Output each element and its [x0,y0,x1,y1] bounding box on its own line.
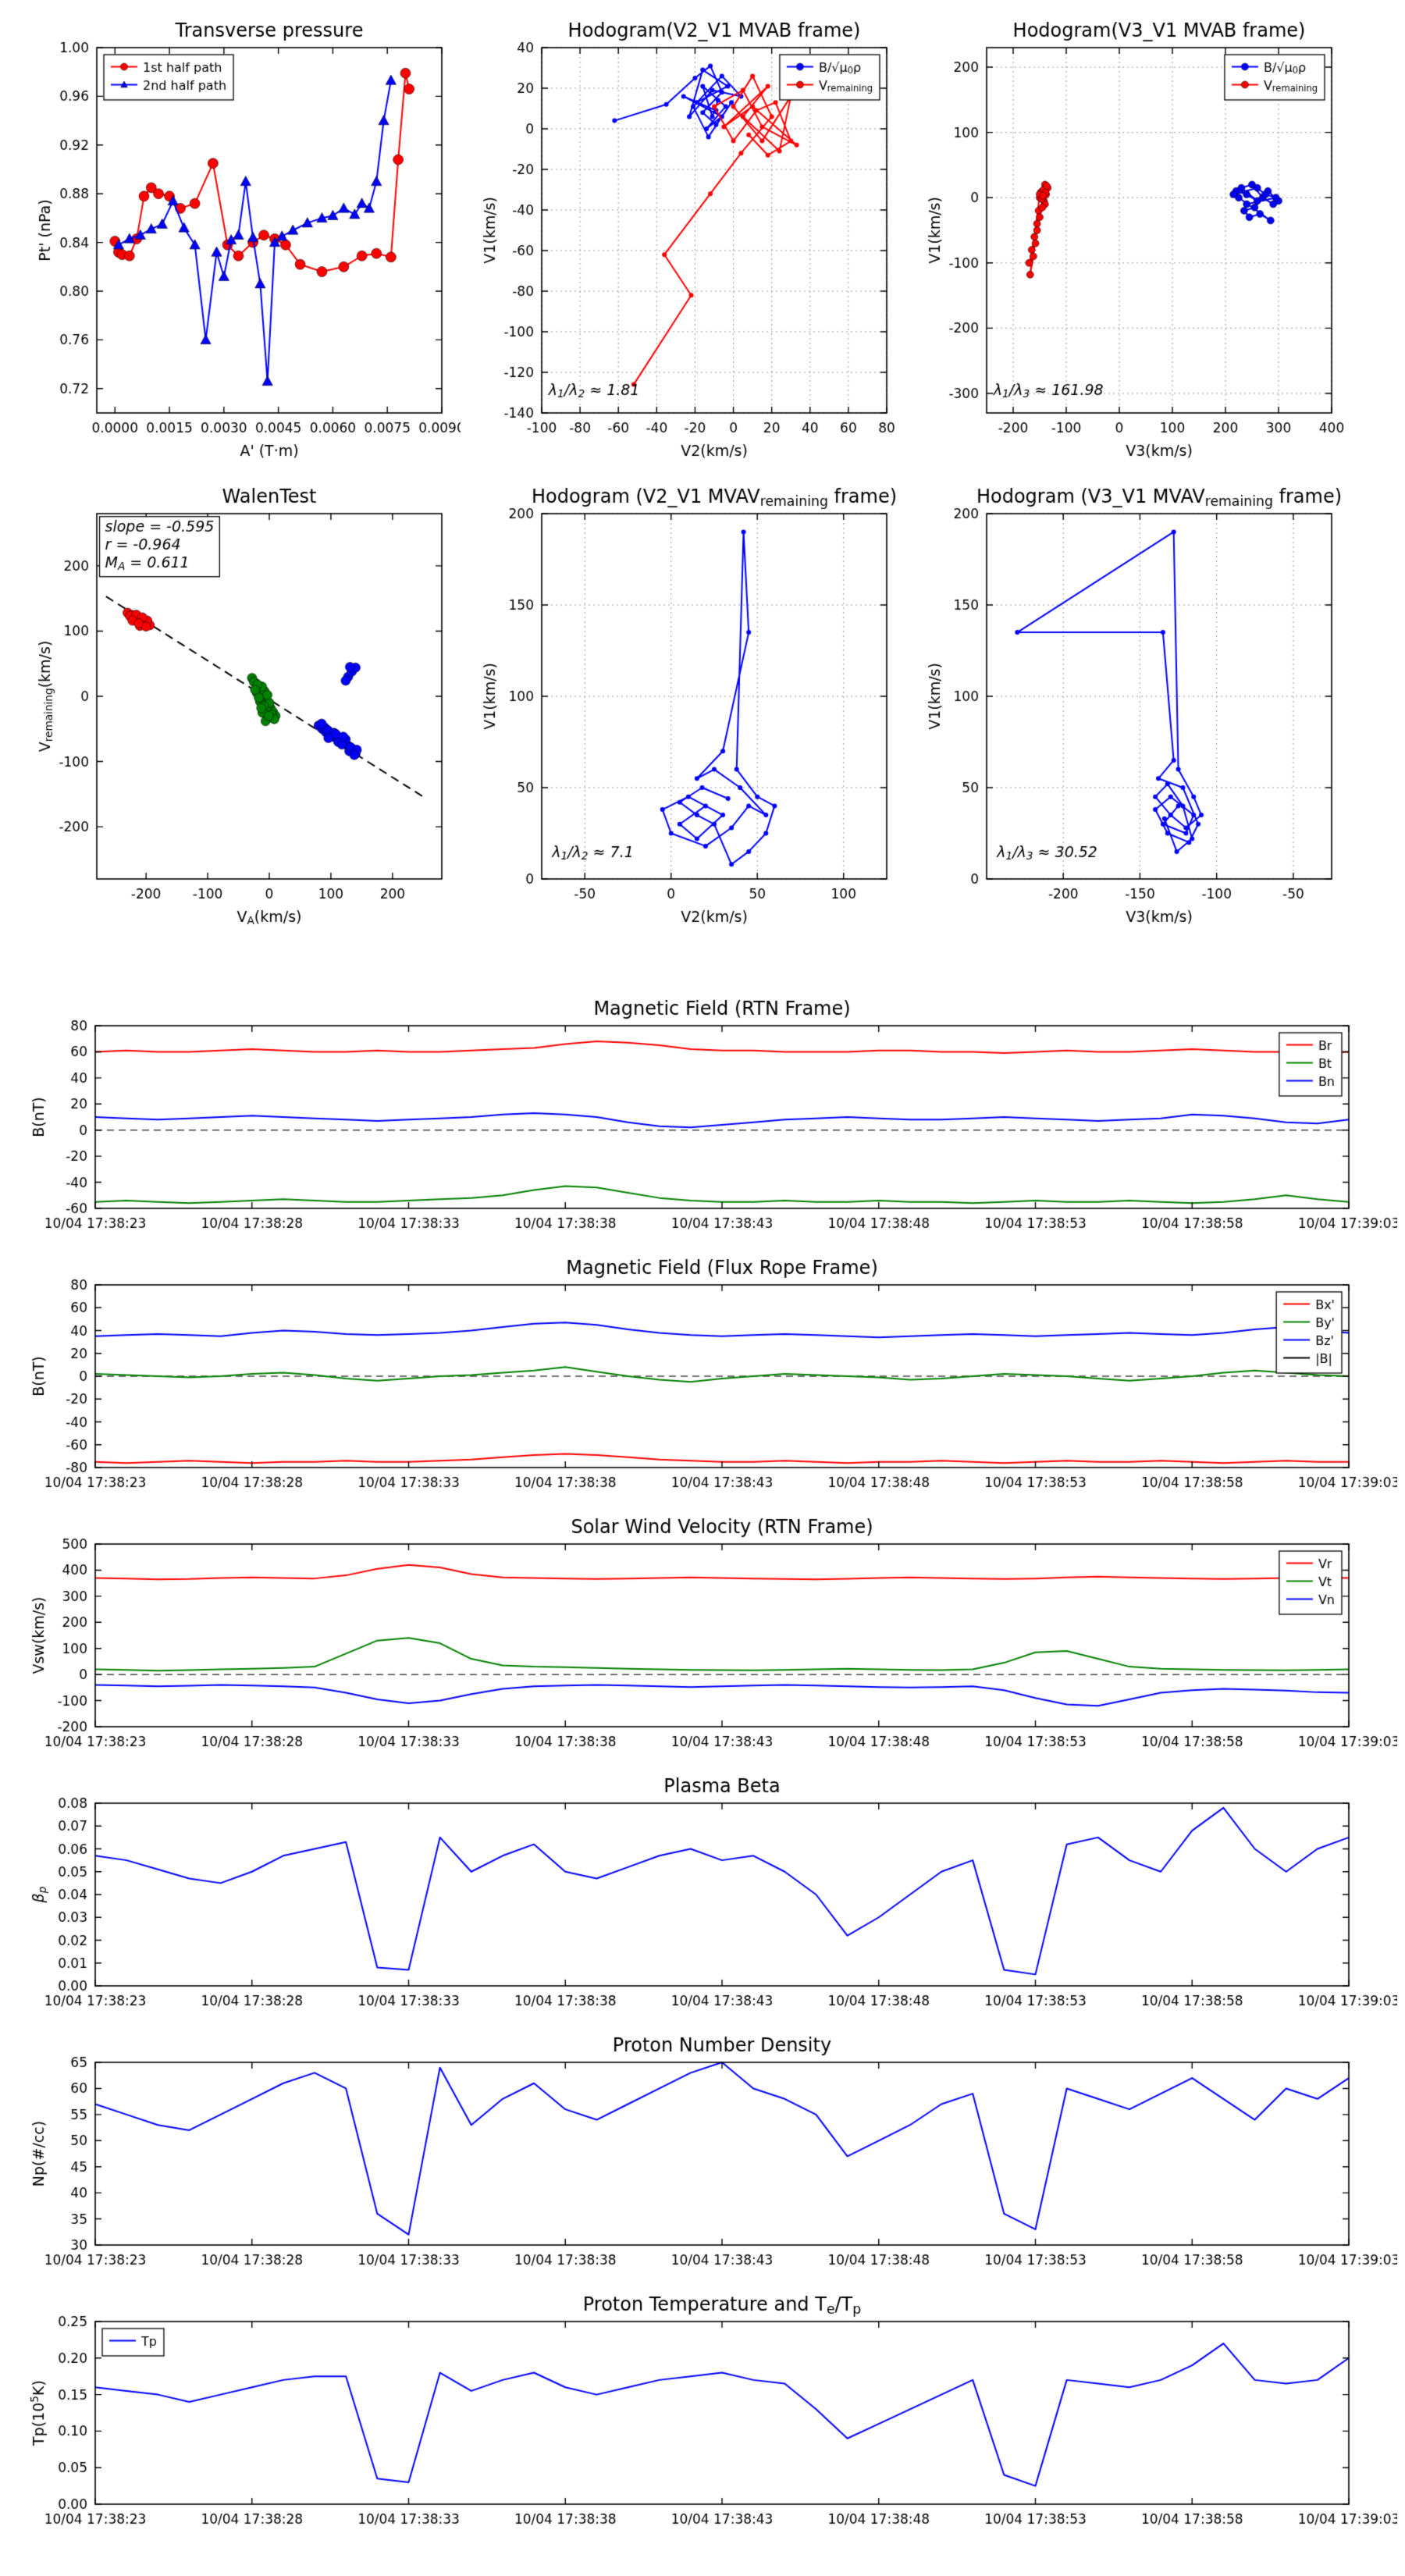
hodogram-v3v1-mvav-chart [913,478,1350,930]
plasma-beta-chart [8,1769,1397,2026]
hodogram-v2v1-mvab-chart [468,12,905,464]
magnetic-field-fluxrope-chart [8,1251,1397,1508]
proton-temperature-chart [8,2287,1397,2545]
solar-wind-velocity-chart [8,1510,1397,1767]
magnetic-field-rtn-chart [8,991,1397,1249]
walen-test-chart [23,478,461,930]
hodogram-v2v1-mvav-chart [468,478,905,930]
proton-number-density-chart [8,2028,1397,2286]
hodogram-v3v1-mvab-chart [913,12,1350,464]
transverse-pressure-chart [23,12,461,464]
